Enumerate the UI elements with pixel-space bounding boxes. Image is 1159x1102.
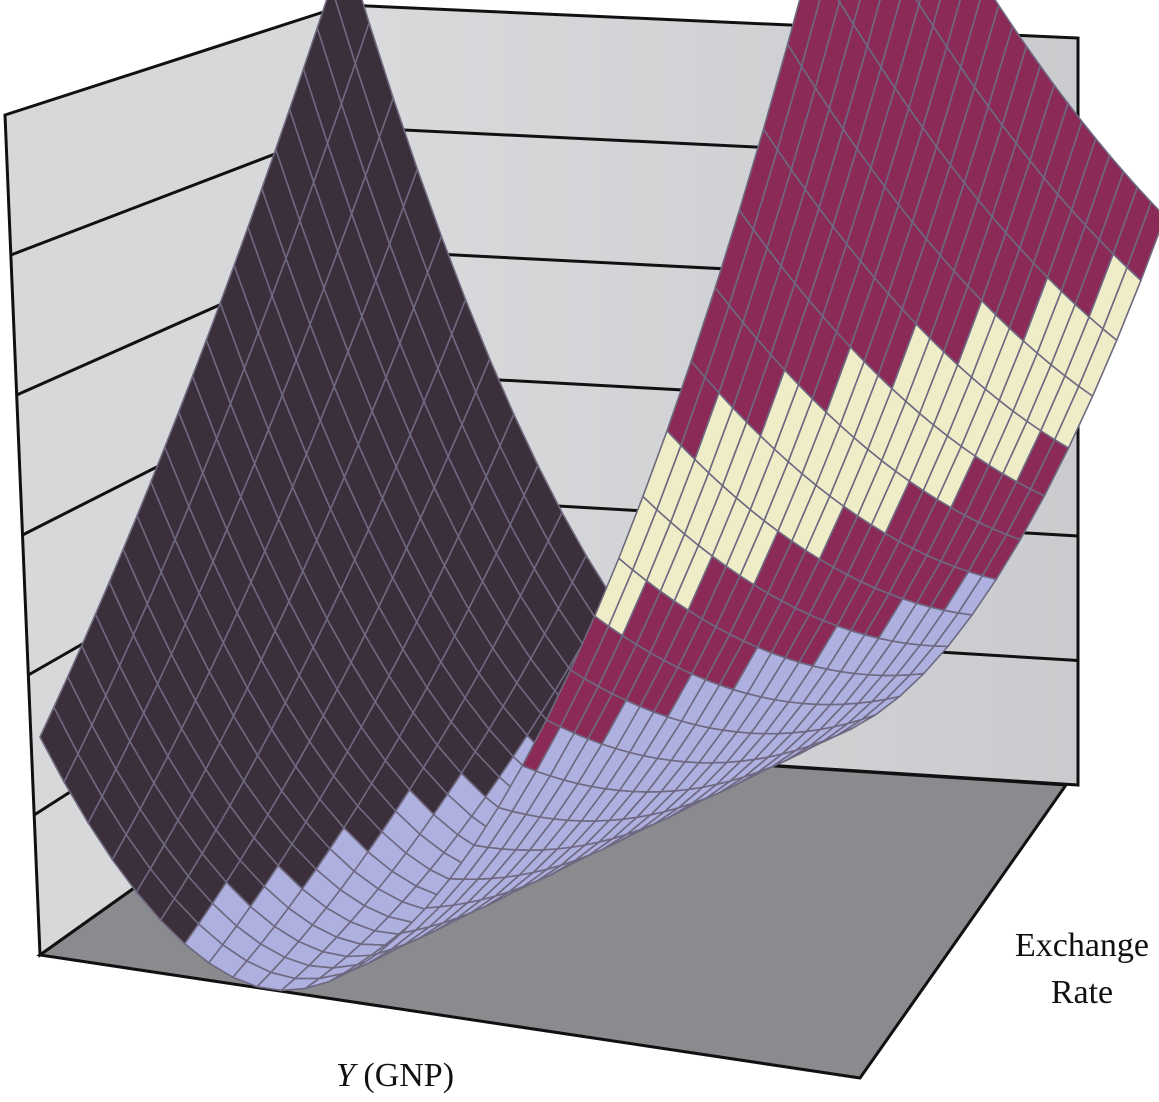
surface-cell xyxy=(786,0,821,68)
surface-cell xyxy=(918,0,941,27)
surface-cell xyxy=(837,0,841,3)
surface-mesh xyxy=(39,0,1159,992)
surface-cell xyxy=(915,0,922,5)
x-axis-label: Y (GNP) xyxy=(336,1057,454,1094)
y-axis-label-line1: Exchange xyxy=(1015,927,1149,964)
x-axis-label-symbol: Y xyxy=(336,1057,358,1094)
y-axis-label-line2: Rate xyxy=(1051,974,1113,1011)
surface-cell xyxy=(838,0,861,25)
surface-cell xyxy=(852,0,881,47)
x-axis-label-text: (GNP) xyxy=(355,1057,454,1094)
surface-cell xyxy=(932,0,961,48)
surface-cell xyxy=(945,0,981,68)
